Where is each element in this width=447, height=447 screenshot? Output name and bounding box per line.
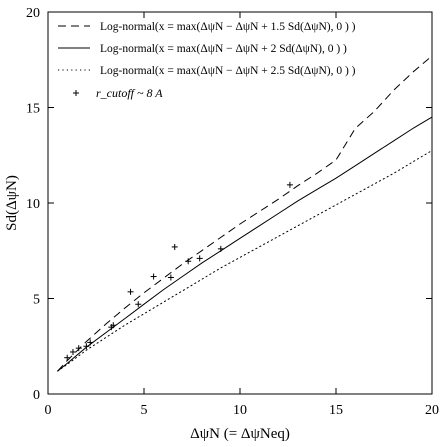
data-point-marker: [217, 245, 224, 252]
x-axis-label: ΔψN (= ΔψNeq): [190, 426, 290, 442]
x-tick-label: 10: [233, 403, 247, 418]
data-point-marker: [64, 354, 71, 361]
series-line-dotted: [57, 150, 433, 372]
legend: Log-normal(x = max(ΔψN − ΔψN + 1.5 Sd(Δψ…: [58, 21, 356, 100]
legend-item: Log-normal(x = max(ΔψN − ΔψN + 2 Sd(ΔψN)…: [58, 43, 347, 55]
data-point-marker: [75, 345, 82, 352]
data-point-marker: [286, 181, 293, 188]
y-tick-label: 15: [26, 102, 40, 117]
data-point-marker: [127, 288, 134, 295]
x-tick-label: 5: [141, 403, 148, 418]
x-tick-label: 15: [329, 403, 343, 418]
y-axis-label: Sd(ΔψN): [4, 175, 20, 231]
axis-labels: ΔψN (= ΔψNeq) Sd(ΔψN): [4, 175, 290, 442]
legend-label: Log-normal(x = max(ΔψN − ΔψN + 2 Sd(ΔψN)…: [100, 43, 347, 55]
series-line-dashed: [57, 55, 433, 372]
legend-item: Log-normal(x = max(ΔψN − ΔψN + 1.5 Sd(Δψ…: [58, 21, 356, 33]
data-point-marker: [150, 273, 157, 280]
series-layer: [57, 55, 433, 372]
legend-label: Log-normal(x = max(ΔψN − ΔψN + 2.5 Sd(Δψ…: [100, 65, 356, 77]
data-point-marker: [185, 258, 192, 265]
data-point-marker: [87, 339, 94, 346]
y-tick-label: 0: [33, 388, 40, 403]
x-tick-label: 20: [425, 403, 439, 418]
data-point-marker: [135, 301, 142, 308]
legend-label: r_cutoff ~ 8 A: [96, 86, 163, 100]
legend-item: Log-normal(x = max(ΔψN − ΔψN + 2.5 Sd(Δψ…: [58, 65, 356, 77]
data-point-marker: [167, 274, 174, 281]
data-point-marker: [171, 243, 178, 250]
data-point-marker: [110, 322, 117, 329]
data-point-marker: [83, 343, 90, 350]
y-tick-label: 20: [26, 6, 40, 21]
x-tick-label: 0: [45, 403, 52, 418]
legend-label: Log-normal(x = max(ΔψN − ΔψN + 1.5 Sd(Δψ…: [100, 21, 356, 33]
y-tick-label: 10: [26, 197, 40, 212]
data-point-marker: [196, 255, 203, 262]
series-line-solid: [57, 116, 433, 372]
legend-item: r_cutoff ~ 8 A: [73, 86, 163, 100]
data-point-marker: [69, 348, 76, 355]
axes: 0 5 10 15 20 0 5 10 15 20: [26, 6, 439, 418]
y-tick-label: 5: [33, 293, 40, 308]
